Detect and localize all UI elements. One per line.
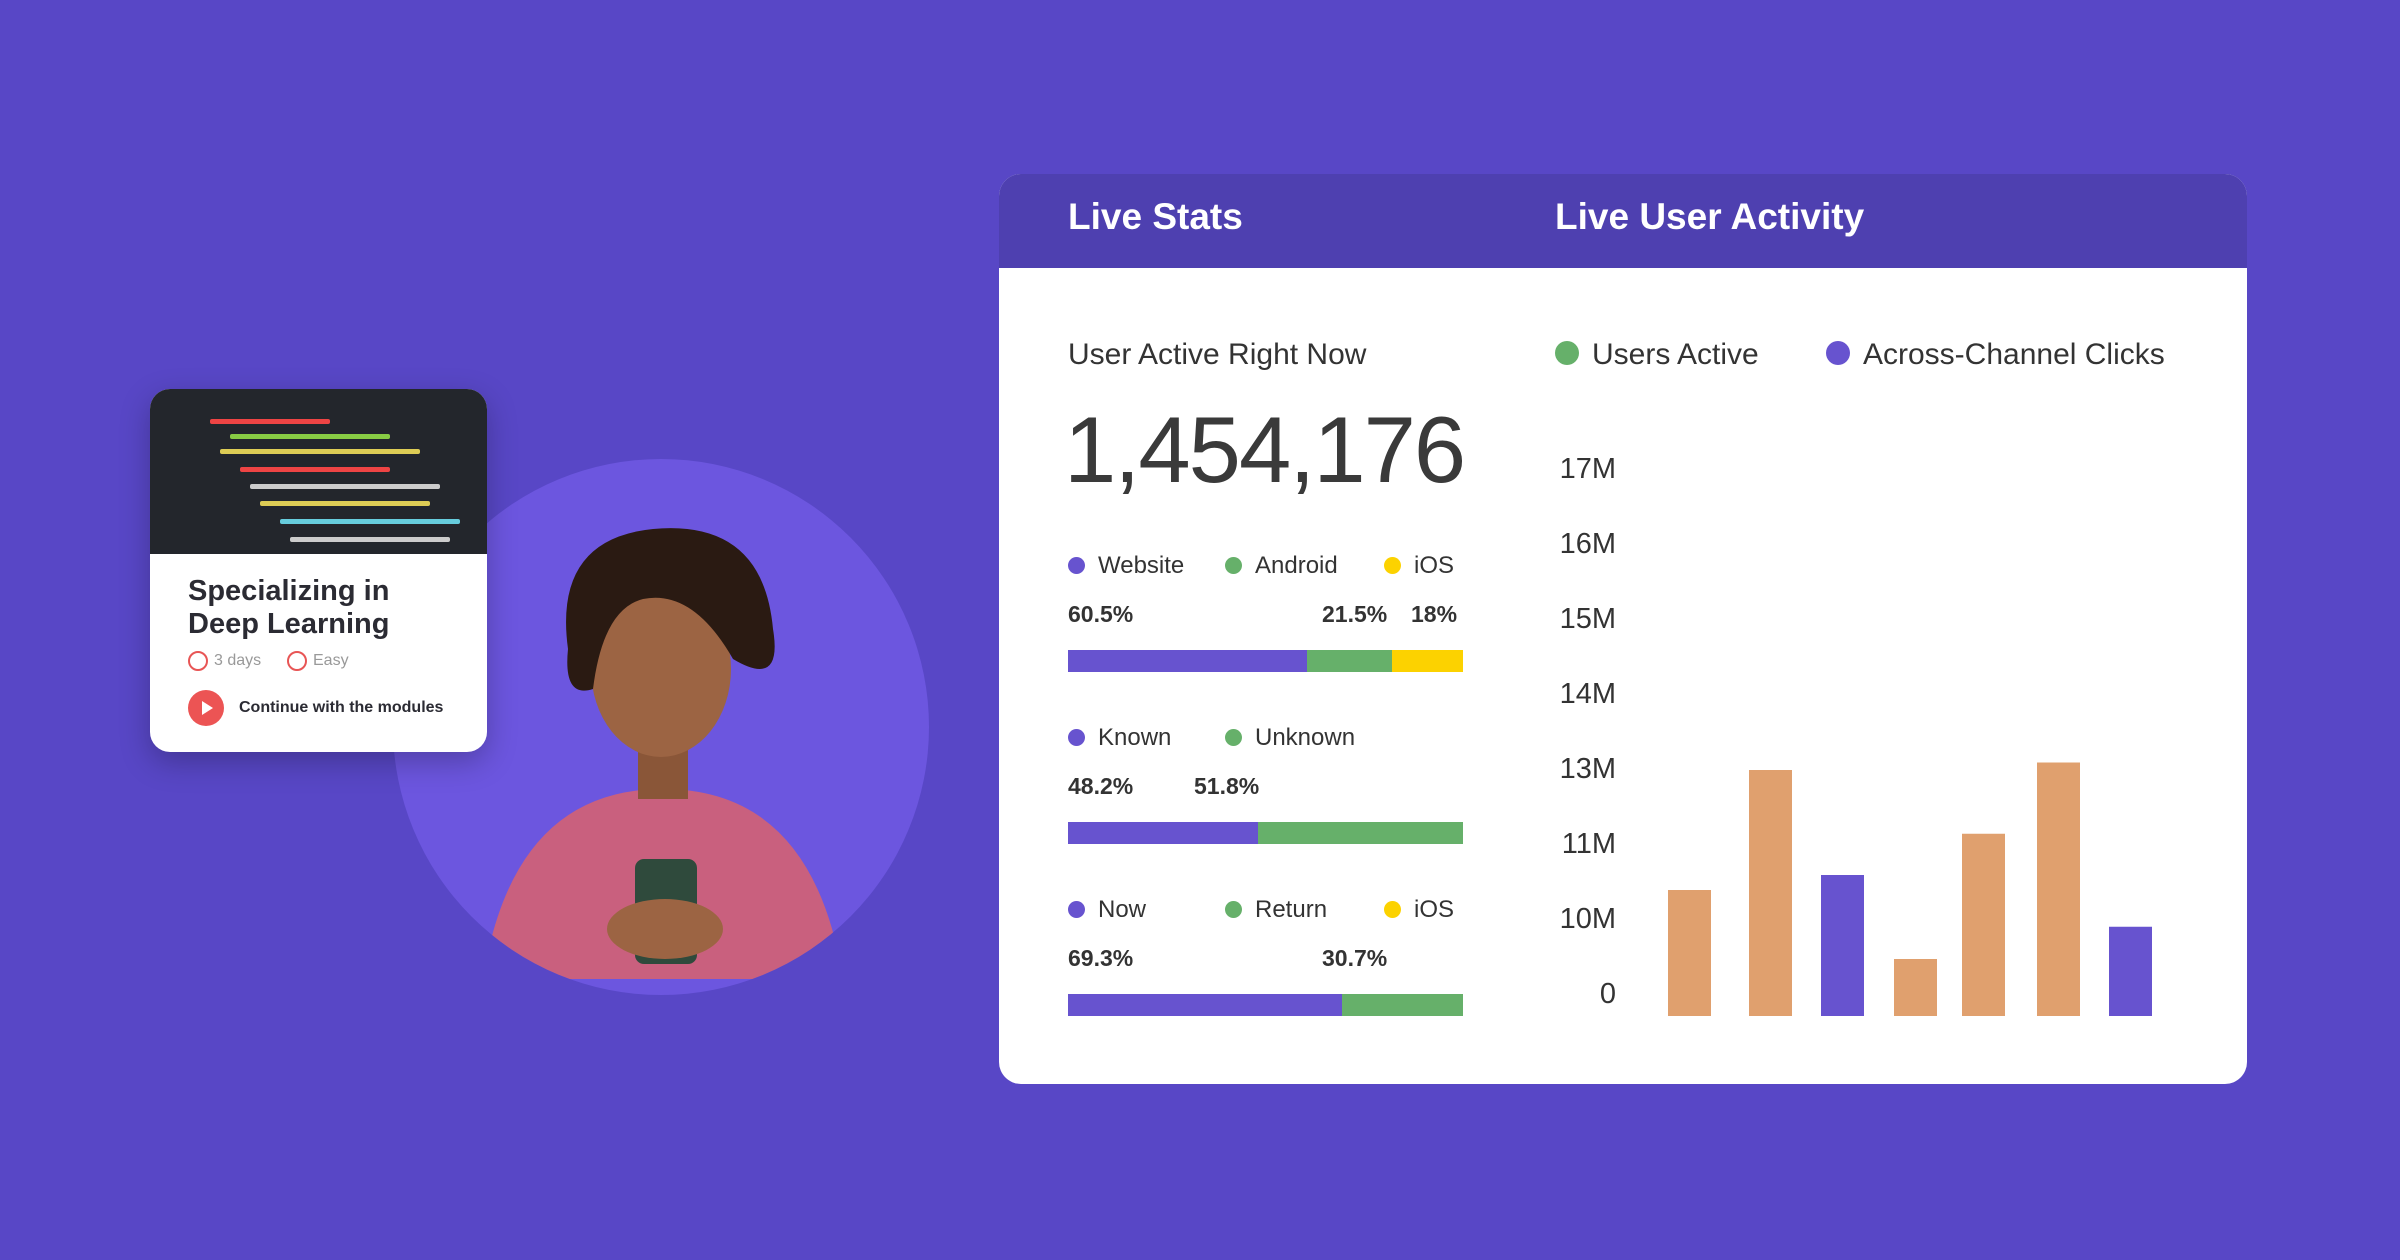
bar-segment xyxy=(1068,994,1342,1016)
stacked-progress-bar xyxy=(1068,994,1463,1016)
live-stats-title: Live Stats xyxy=(1068,196,1243,237)
legend-item-website: Website xyxy=(1068,552,1184,580)
legend-label: Now xyxy=(1098,896,1147,923)
y-tick-label: 10M xyxy=(1559,903,1616,935)
bar-segment xyxy=(1068,650,1307,672)
stacked-progress-bar xyxy=(1068,822,1463,844)
percent-value: 69.3% xyxy=(1068,945,1134,971)
percent-value: 51.8% xyxy=(1194,773,1260,799)
chart-bar xyxy=(2037,762,2080,1016)
code-screenshot-image xyxy=(150,389,487,554)
legend-item-return: Return xyxy=(1225,896,1327,924)
bar-chart xyxy=(1668,762,2152,1016)
legend-label: Android xyxy=(1255,552,1338,579)
chart-bar xyxy=(1894,959,1937,1016)
stacked-progress-bar xyxy=(1068,650,1463,672)
percent-value: 30.7% xyxy=(1322,945,1388,971)
bar-segment xyxy=(1258,822,1463,844)
difficulty-meta: Easy xyxy=(287,651,349,671)
difficulty-text: Easy xyxy=(313,652,349,669)
continue-button[interactable]: Continue with the modules xyxy=(188,690,443,726)
percent-value: 18% xyxy=(1411,601,1458,627)
percent-value: 60.5% xyxy=(1068,601,1134,627)
y-tick-label: 13M xyxy=(1559,753,1616,785)
legend-dot-icon xyxy=(1555,341,1579,365)
legend-label: Across-Channel Clicks xyxy=(1863,338,2165,371)
chart-bar xyxy=(2109,926,2152,1016)
legend-dot-icon xyxy=(1384,901,1401,918)
legend-dot-icon xyxy=(1225,557,1242,574)
legend-label: iOS xyxy=(1414,896,1455,923)
play-icon xyxy=(188,690,224,726)
y-tick-label: 0 xyxy=(1599,978,1616,1010)
legend-item-ios: iOS xyxy=(1384,552,1454,580)
chart-bar xyxy=(1749,770,1792,1016)
legend-label: Known xyxy=(1098,724,1172,751)
person-illustration xyxy=(483,528,843,979)
legend-dot-icon xyxy=(1225,901,1242,918)
y-tick-label: 11M xyxy=(1561,828,1616,860)
legend-dot-icon xyxy=(1384,557,1401,574)
legend-label: iOS xyxy=(1414,552,1455,579)
bar-segment xyxy=(1306,650,1392,672)
difficulty-icon xyxy=(287,651,307,671)
legend-dot-icon xyxy=(1068,729,1085,746)
y-tick-label: 15M xyxy=(1559,603,1616,635)
bar-segment xyxy=(1068,822,1259,844)
course-title: Specializing in Deep Learning xyxy=(188,575,389,641)
clock-icon xyxy=(188,651,208,671)
panel-header xyxy=(999,174,2247,268)
legend-item-unknown: Unknown xyxy=(1225,724,1355,752)
duration-meta: 3 days xyxy=(188,651,261,671)
legend-dot-icon xyxy=(1225,729,1242,746)
course-title-line1: Specializing in xyxy=(188,575,390,607)
y-tick-label: 17M xyxy=(1559,453,1616,485)
legend-item-known: Known xyxy=(1068,724,1171,752)
legend-users-active: Users Active xyxy=(1555,338,1759,372)
legend-label: Website xyxy=(1098,552,1185,579)
legend-item-now: Now xyxy=(1068,896,1146,924)
y-tick-label: 16M xyxy=(1559,528,1616,560)
percent-value: 48.2% xyxy=(1068,773,1134,799)
active-users-label: User Active Right Now xyxy=(1068,338,1367,371)
active-users-count: 1,454,176 xyxy=(1064,397,1466,502)
live-activity-title: Live User Activity xyxy=(1555,196,1865,237)
chart-bar xyxy=(1962,833,2005,1016)
legend-dot-icon xyxy=(1068,557,1085,574)
course-title-line2: Deep Learning xyxy=(188,608,390,640)
duration-text: 3 days xyxy=(214,652,262,669)
legend-label: Unknown xyxy=(1255,724,1356,751)
legend-label: Users Active xyxy=(1592,338,1759,371)
legend-item-android: Android xyxy=(1225,552,1338,580)
legend-label: Return xyxy=(1255,896,1328,923)
course-card[interactable]: Specializing in Deep Learning 3 days Eas… xyxy=(150,389,487,752)
y-tick-label: 14M xyxy=(1559,678,1616,710)
legend-dot-icon xyxy=(1826,341,1850,365)
legend-across-channel: Across-Channel Clicks xyxy=(1826,338,2165,372)
legend-item-ios: iOS xyxy=(1384,896,1454,924)
chart-bar xyxy=(1668,890,1711,1016)
continue-label: Continue with the modules xyxy=(239,699,444,716)
stats-panel: Live Stats Live User Activity User Activ… xyxy=(999,174,2247,1084)
percent-value: 21.5% xyxy=(1322,601,1388,627)
legend-dot-icon xyxy=(1068,901,1085,918)
bar-segment xyxy=(1341,994,1463,1016)
chart-bar xyxy=(1821,875,1864,1016)
bar-segment xyxy=(1391,650,1463,672)
